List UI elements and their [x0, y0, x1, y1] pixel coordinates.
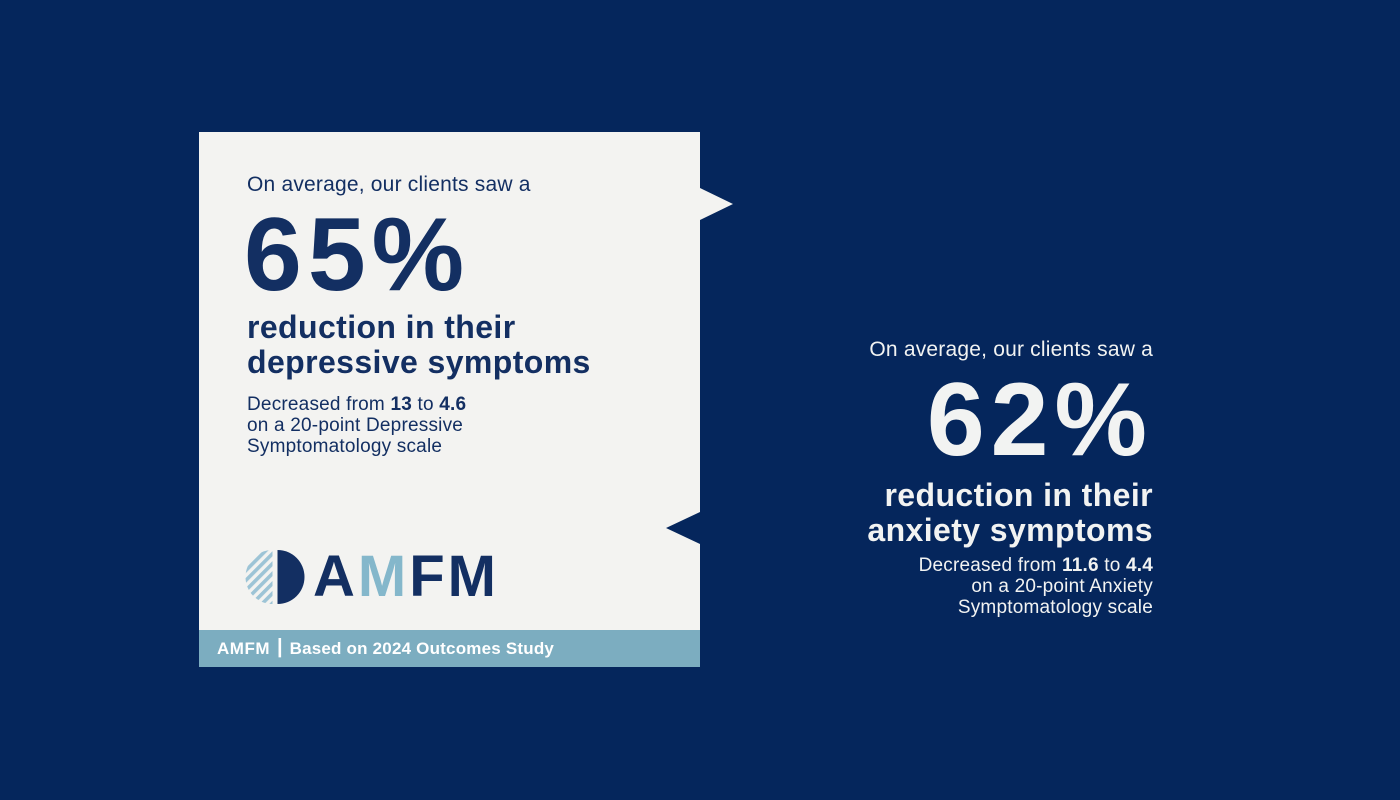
panel-headline-line2: anxiety symptoms — [867, 512, 1153, 548]
card-detail-from-value: 13 — [390, 394, 412, 415]
card-stat-value: 65% — [244, 197, 471, 313]
card-headline-line2: depressive symptoms — [247, 344, 591, 380]
card-detail-prefix: Decreased from — [247, 394, 391, 415]
panel-detail-to-word: to — [1098, 555, 1126, 576]
speech-pointer-right-icon — [700, 188, 733, 220]
panel-headline: reduction in their anxiety symptoms — [693, 478, 1153, 548]
panel-detail-from-value: 11.6 — [1062, 555, 1099, 576]
card-detail-text: Decreased from 13 to 4.6 on a 20-point De… — [247, 394, 684, 457]
panel-detail-prefix: Decreased from — [918, 555, 1063, 576]
anxiety-stat-panel: On average, our clients saw a 62% reduct… — [693, 338, 1153, 618]
amfm-logo: AMFM — [245, 548, 499, 606]
card-content: On average, our clients saw a 65% reduct… — [244, 173, 684, 457]
panel-intro-text: On average, our clients saw a — [869, 338, 1153, 361]
logo-letter-m1: M — [357, 544, 410, 609]
footer-study-label: Based on 2024 Outcomes Study — [289, 638, 555, 658]
card-intro-text: On average, our clients saw a — [247, 173, 531, 196]
card-detail-line2: on a 20-point Depressive — [247, 415, 464, 436]
panel-detail-line3: Symptomatology scale — [957, 597, 1153, 618]
card-detail-to-word: to — [412, 394, 440, 415]
card-headline-line1: reduction in their — [247, 309, 516, 345]
panel-detail-line2: on a 20-point Anxiety — [971, 576, 1153, 597]
footer-divider: | — [276, 636, 283, 658]
logo-letter-m2: M — [447, 544, 499, 609]
logo-letter-f: F — [409, 544, 448, 609]
panel-stat-value: 62% — [926, 362, 1153, 478]
amfm-logo-mark-icon — [245, 550, 305, 604]
card-footer-bar: AMFM | Based on 2024 Outcomes Study — [199, 630, 700, 667]
logo-letter-a: A — [313, 544, 358, 609]
card-headline: reduction in their depressive symptoms — [247, 310, 684, 380]
card-detail-to-value: 4.6 — [439, 394, 467, 415]
panel-headline-line1: reduction in their — [884, 477, 1153, 513]
footer-brand-text: AMFM — [217, 638, 270, 658]
card-detail-line3: Symptomatology scale — [247, 436, 443, 457]
panel-detail-to-value: 4.4 — [1125, 555, 1153, 576]
panel-detail-text: Decreased from 11.6 to 4.4 on a 20-point … — [693, 555, 1153, 618]
amfm-logo-wordmark: AMFM — [313, 548, 499, 606]
speech-notch-left-icon — [666, 512, 700, 544]
depression-stat-card: On average, our clients saw a 65% reduct… — [199, 132, 733, 667]
